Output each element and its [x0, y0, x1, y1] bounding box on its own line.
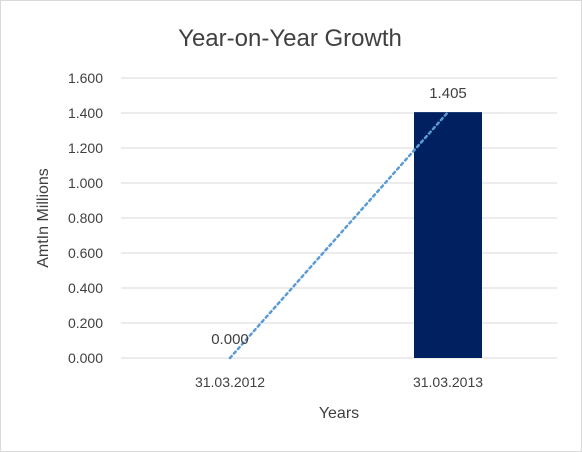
y-tick-label: 1.400	[68, 105, 103, 121]
x-tick-label: 31.03.2013	[413, 374, 483, 390]
y-tick-label: 1.000	[68, 175, 103, 191]
chart-title: Year-on-Year Growth	[178, 25, 402, 52]
y-tick-label: 0.200	[68, 315, 103, 331]
data-label: 1.405	[429, 85, 467, 102]
x-axis-title: Years	[319, 405, 359, 422]
y-tick-label: 0.000	[68, 350, 103, 366]
bar	[414, 112, 482, 358]
y-tick-label: 0.400	[68, 280, 103, 296]
y-axis-title: AmtIn Millions	[35, 168, 52, 268]
x-tick-label: 31.03.2012	[195, 374, 265, 390]
y-tick-label: 0.800	[68, 210, 103, 226]
data-label: 0.000	[211, 331, 249, 348]
y-tick-label: 0.600	[68, 245, 103, 261]
y-tick-label: 1.600	[68, 70, 103, 86]
y-tick-label: 1.200	[68, 140, 103, 156]
trendline	[228, 110, 450, 360]
